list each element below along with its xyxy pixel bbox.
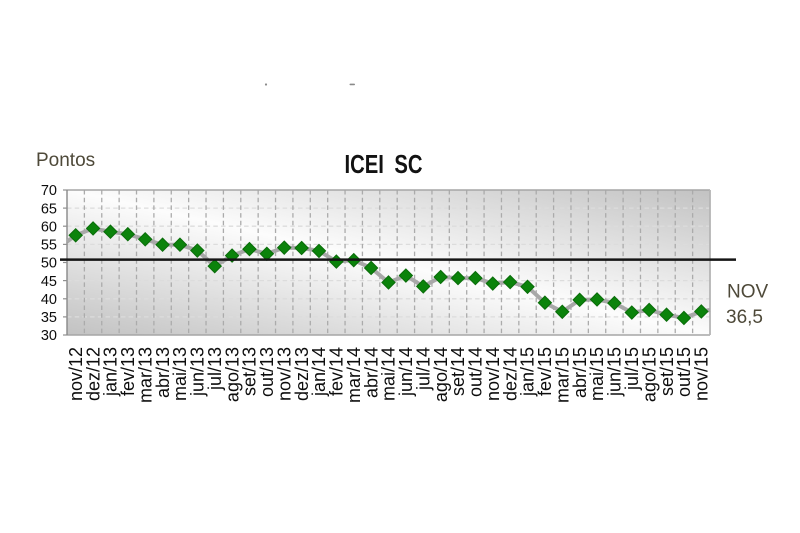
- svg-text:ago/13: ago/13: [222, 347, 242, 402]
- svg-text:out/14: out/14: [466, 347, 486, 397]
- svg-text:fev/15: fev/15: [535, 347, 555, 396]
- svg-text:mai/15: mai/15: [587, 347, 607, 401]
- svg-text:65: 65: [41, 201, 57, 217]
- svg-text:abr/13: abr/13: [153, 347, 173, 398]
- svg-text:dez/12: dez/12: [83, 347, 103, 401]
- svg-text:nov/14: nov/14: [483, 347, 503, 401]
- svg-text:nov/12: nov/12: [66, 347, 86, 401]
- svg-text:set/14: set/14: [448, 347, 468, 396]
- svg-text:jan/15: jan/15: [518, 347, 538, 397]
- svg-text:50: 50: [41, 256, 57, 272]
- svg-text:abr/15: abr/15: [570, 347, 590, 398]
- svg-text:jan/14: jan/14: [309, 347, 329, 397]
- svg-text:NOV: NOV: [727, 282, 769, 303]
- svg-text:set/13: set/13: [240, 347, 260, 396]
- svg-text:35: 35: [41, 310, 57, 326]
- svg-text:ago/15: ago/15: [639, 347, 659, 402]
- svg-text:mai/13: mai/13: [170, 347, 190, 401]
- svg-text:mai/14: mai/14: [379, 347, 399, 401]
- svg-text:out/13: out/13: [257, 347, 277, 397]
- svg-text:jun/14: jun/14: [396, 347, 416, 397]
- svg-text:Pontos: Pontos: [36, 150, 95, 171]
- svg-text:70: 70: [41, 183, 57, 199]
- svg-text:dez/13: dez/13: [292, 347, 312, 401]
- svg-text:jul/14: jul/14: [413, 347, 433, 391]
- svg-text:fev/14: fev/14: [327, 347, 347, 396]
- svg-text:nov/13: nov/13: [274, 347, 294, 401]
- svg-text:mar/14: mar/14: [344, 347, 364, 403]
- svg-text:45: 45: [41, 274, 57, 290]
- svg-text:30: 30: [41, 328, 57, 344]
- svg-text:jul/13: jul/13: [205, 347, 225, 391]
- svg-text:fev/13: fev/13: [118, 347, 138, 396]
- svg-text:mar/13: mar/13: [135, 347, 155, 403]
- svg-text:out/15: out/15: [674, 347, 694, 397]
- svg-text:jun/15: jun/15: [605, 347, 625, 397]
- svg-text:55: 55: [41, 238, 57, 254]
- svg-text:jun/13: jun/13: [188, 347, 208, 397]
- svg-text:abr/14: abr/14: [361, 347, 381, 398]
- svg-text:jan/13: jan/13: [101, 347, 121, 397]
- svg-text:ago/14: ago/14: [431, 347, 451, 402]
- svg-text:mar/15: mar/15: [552, 347, 572, 403]
- svg-text:set/15: set/15: [657, 347, 677, 396]
- svg-text:ICEI SC: ICEI SC: [344, 150, 422, 179]
- svg-text:nov/15: nov/15: [692, 347, 712, 401]
- svg-text:60: 60: [41, 219, 57, 235]
- svg-text:dez/14: dez/14: [500, 347, 520, 401]
- svg-text:jul/15: jul/15: [622, 347, 642, 391]
- svg-text:40: 40: [41, 292, 57, 308]
- svg-text:36,5: 36,5: [726, 307, 763, 328]
